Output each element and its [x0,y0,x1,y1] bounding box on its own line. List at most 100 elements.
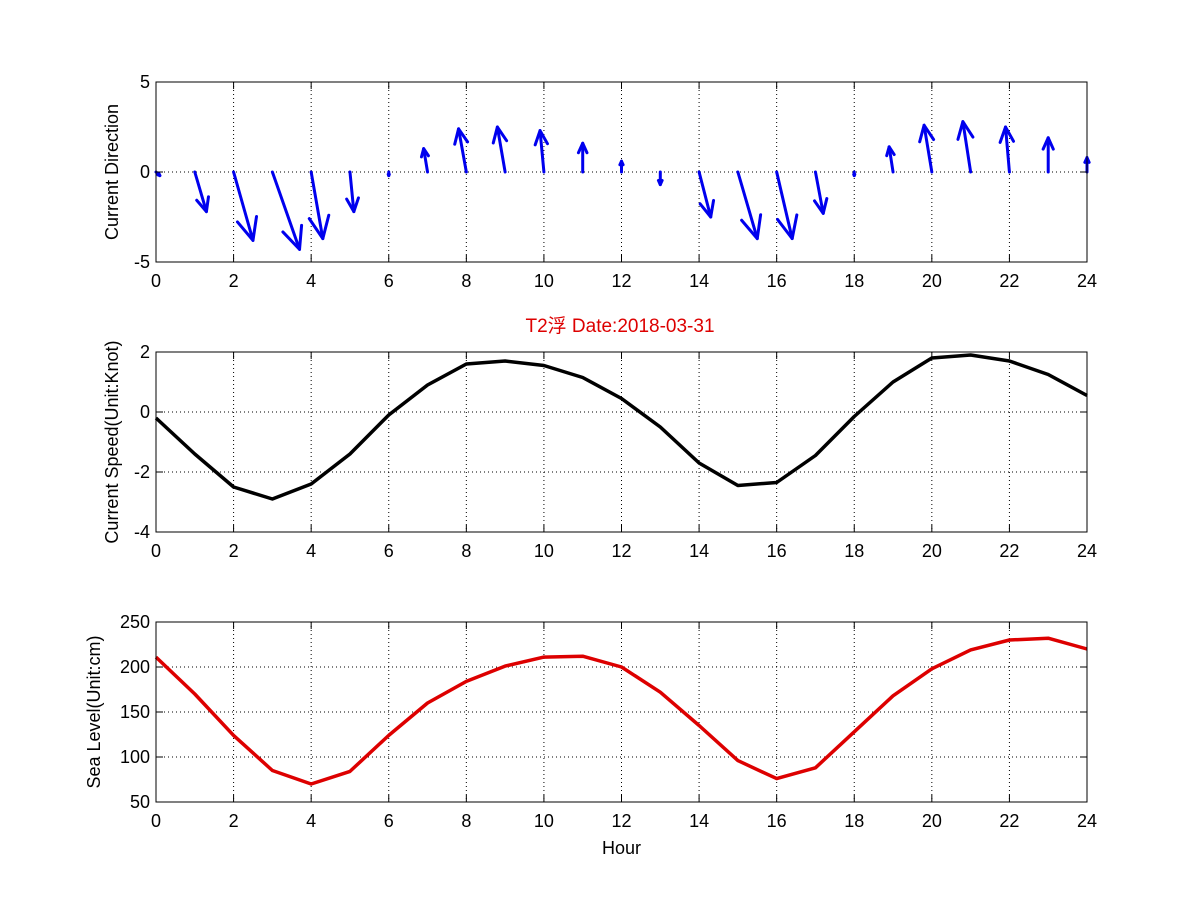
direction-arrow [736,170,763,241]
arrow-head [698,198,716,219]
y-tick-label: -2 [134,462,150,482]
arrow-shaft [495,125,507,174]
y-tick-label: 150 [120,702,150,722]
x-tick-label: 2 [229,811,239,831]
arrow-head [419,147,430,159]
current-direction-ylabel: Current Direction [102,104,122,240]
x-tick-label: 2 [229,271,239,291]
arrow-head [307,213,331,241]
direction-arrow [154,170,162,178]
direction-arrow [852,170,857,178]
sea-level-series-line [154,636,1088,786]
y-tick-label: 50 [130,792,150,812]
y-tick-label: 100 [120,747,150,767]
arrow-shaft [697,170,713,219]
arrow-shaft [775,170,794,241]
direction-arrow [453,127,470,174]
arrow-head [740,213,763,241]
arrow-shaft [232,170,255,242]
x-tick-label: 6 [384,541,394,561]
y-tick-label: 0 [140,402,150,422]
y-tick-label: 5 [140,72,150,92]
direction-arrow [576,141,589,174]
x-tick-label: 0 [151,541,161,561]
arrow-head [345,196,360,214]
arrow-head [918,123,936,144]
arrow-head [386,172,391,178]
arrow-head [1041,136,1055,151]
arrow-shaft [813,170,825,215]
x-tick-label: 18 [844,271,864,291]
arrow-shaft [1004,125,1011,174]
arrow-head [618,159,625,167]
x-tick-label: 16 [767,271,787,291]
x-tick-label: 4 [306,541,316,561]
arrow-head [813,197,829,215]
x-tick-label: 18 [844,811,864,831]
direction-arrow [1041,136,1055,174]
direction-arrow [618,159,625,174]
x-tick-label: 20 [922,271,942,291]
y-tick-label: 2 [140,342,150,362]
arrow-head [656,178,664,187]
arrow-shaft [270,170,302,251]
direction-arrow [491,125,509,174]
x-tick-label: 16 [767,811,787,831]
x-tick-label: 8 [461,271,471,291]
x-tick-label: 20 [922,811,942,831]
x-tick-label: 6 [384,811,394,831]
y-tick-label: 250 [120,612,150,632]
x-tick-label: 24 [1077,811,1097,831]
x-tick-label: 14 [689,271,709,291]
x-tick-label: 10 [534,811,554,831]
arrow-head [956,120,975,141]
direction-arrow [386,170,391,178]
arrow-shaft [961,120,973,174]
arrow-head [533,129,549,147]
x-tick-label: 20 [922,541,942,561]
y-tick-label: 200 [120,657,150,677]
sea-level-xlabel: Hour [602,838,641,858]
x-tick-label: 18 [844,541,864,561]
arrow-head [453,127,470,146]
y-tick-label: 0 [140,162,150,182]
x-tick-label: 12 [611,541,631,561]
arrow-shaft [348,170,356,214]
x-tick-label: 12 [611,811,631,831]
direction-arrow [193,170,210,214]
arrow-head [281,223,304,251]
arrow-shaft [922,123,934,174]
direction-arrow [307,170,331,241]
arrow-shaft [538,129,546,174]
direction-arrow [345,170,360,214]
direction-arrow [419,147,430,174]
arrow-head [156,172,162,178]
arrow-head [195,195,210,214]
x-tick-label: 24 [1077,271,1097,291]
x-tick-label: 22 [999,811,1019,831]
arrow-head [885,145,896,158]
x-tick-label: 22 [999,271,1019,291]
x-tick-label: 10 [534,271,554,291]
direction-arrow [956,120,975,174]
direction-arrow [656,170,664,187]
y-tick-label: -4 [134,522,150,542]
x-tick-label: 14 [689,541,709,561]
arrow-shaft [193,170,208,214]
direction-arrow [813,170,829,215]
sea-level-ylabel: Sea Level(Unit:cm) [84,635,104,788]
x-tick-label: 2 [229,541,239,561]
x-tick-label: 0 [151,811,161,831]
arrow-head [576,141,589,155]
direction-arrow [232,170,259,242]
direction-arrow [998,125,1016,174]
x-tick-label: 22 [999,541,1019,561]
arrow-head [491,125,509,145]
direction-arrow [885,145,896,174]
arrow-shaft [457,127,468,174]
x-tick-label: 4 [306,271,316,291]
figure-title: T2浮 Date:2018-03-31 [525,315,714,337]
